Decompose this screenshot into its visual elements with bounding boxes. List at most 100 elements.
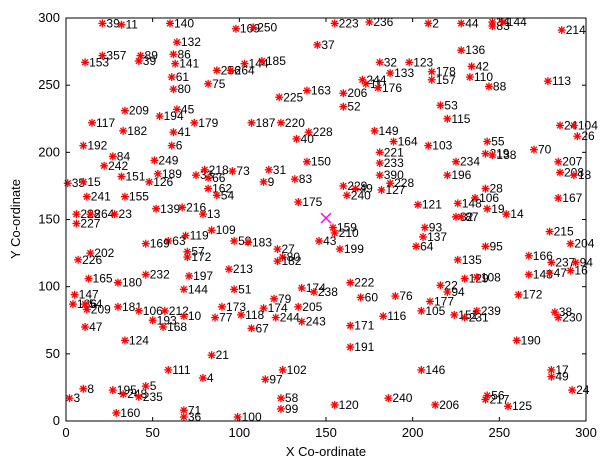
point-label: 100	[242, 410, 262, 424]
data-point	[571, 258, 580, 267]
data-point	[198, 374, 207, 383]
point-label: 227	[80, 217, 100, 231]
point-label: 118	[245, 308, 264, 322]
data-point	[351, 184, 360, 193]
data-point	[356, 293, 365, 302]
data-point	[304, 128, 313, 137]
data-point	[573, 132, 582, 141]
data-point	[313, 40, 322, 49]
point-label: 137	[427, 230, 447, 244]
point-label: 105	[425, 304, 445, 318]
x-tick-label: 200	[402, 425, 424, 440]
data-point	[554, 157, 563, 166]
point-label: 222	[354, 276, 374, 290]
point-label: 244	[366, 73, 386, 87]
point-label: 80	[177, 82, 191, 96]
point-label: 39	[106, 16, 120, 30]
data-point	[472, 273, 481, 282]
point-label: 80	[287, 250, 301, 264]
special-x-marker	[320, 212, 332, 224]
point-label: 28	[489, 182, 503, 196]
data-point	[443, 171, 452, 180]
point-label: 157	[436, 73, 456, 87]
point-label: 179	[198, 116, 218, 130]
point-label: 234	[460, 155, 480, 169]
data-point	[183, 247, 192, 256]
point-label: 194	[164, 109, 184, 123]
data-point	[502, 210, 511, 219]
point-label: 70	[538, 143, 552, 157]
point-label: 230	[562, 311, 582, 325]
y-tick-label: 250	[38, 77, 60, 92]
data-point	[290, 175, 299, 184]
point-label: 182	[127, 124, 147, 138]
point-label: 390	[384, 168, 404, 182]
point-label: 192	[87, 139, 107, 153]
data-point	[292, 134, 301, 143]
data-point	[172, 105, 181, 114]
point-label: 357	[106, 49, 126, 63]
y-tick-label: 150	[38, 212, 60, 227]
data-point	[412, 242, 421, 251]
y-tick-label: 100	[38, 279, 60, 294]
point-label: 160	[120, 406, 140, 420]
data-point	[467, 62, 476, 71]
point-label: 209	[91, 303, 111, 317]
point-label: 228	[394, 176, 414, 190]
data-point	[110, 210, 119, 219]
data-point	[278, 253, 287, 262]
data-point	[436, 101, 445, 110]
data-point	[276, 404, 285, 413]
point-label: 83	[299, 172, 313, 186]
point-label: 148	[462, 196, 482, 210]
data-point	[198, 210, 207, 219]
point-label: 89	[145, 49, 159, 63]
point-label: 60	[365, 290, 379, 304]
point-label: 119	[190, 229, 209, 243]
point-label: 166	[533, 249, 553, 263]
point-label: 135	[462, 253, 482, 267]
x-tick-label: 50	[145, 425, 159, 440]
point-label: 225	[283, 90, 303, 104]
point-label: 264	[235, 63, 255, 77]
data-point	[112, 408, 121, 417]
x-tick-label: 100	[228, 425, 250, 440]
point-label: 52	[347, 100, 361, 114]
y-tick-label: 300	[38, 10, 60, 25]
data-point	[488, 22, 497, 31]
point-label: 24	[576, 383, 590, 397]
data-point	[547, 365, 556, 374]
point-label: 210	[339, 226, 359, 240]
point-label: 221	[384, 145, 404, 159]
point-label: 113	[552, 74, 571, 88]
point-label: 164	[398, 135, 418, 149]
point-label: 9	[268, 175, 275, 189]
data-point	[181, 231, 190, 240]
point-label: 110	[474, 70, 493, 84]
data-point	[370, 126, 379, 135]
point-label: 185	[266, 54, 286, 68]
point-label: 175	[302, 195, 322, 209]
data-point	[192, 171, 200, 180]
data-point	[164, 365, 173, 374]
data-point	[230, 285, 239, 294]
data-point	[84, 274, 93, 283]
data-point	[141, 239, 150, 248]
point-label: 138	[496, 148, 516, 162]
point-label: 215	[554, 225, 574, 239]
point-label: 8	[87, 382, 94, 396]
point-label: 121	[422, 198, 442, 212]
data-point	[185, 271, 194, 280]
data-point	[386, 179, 395, 188]
data-point	[413, 200, 422, 209]
data-point	[297, 317, 306, 326]
data-point	[120, 336, 129, 345]
data-point	[554, 313, 563, 322]
point-label: 10	[188, 309, 202, 323]
data-point	[120, 192, 129, 201]
point-label: 140	[174, 16, 194, 30]
data-point	[167, 141, 176, 150]
point-label: 64	[420, 239, 434, 253]
point-label: 202	[94, 246, 114, 260]
point-label: 127	[385, 183, 405, 197]
